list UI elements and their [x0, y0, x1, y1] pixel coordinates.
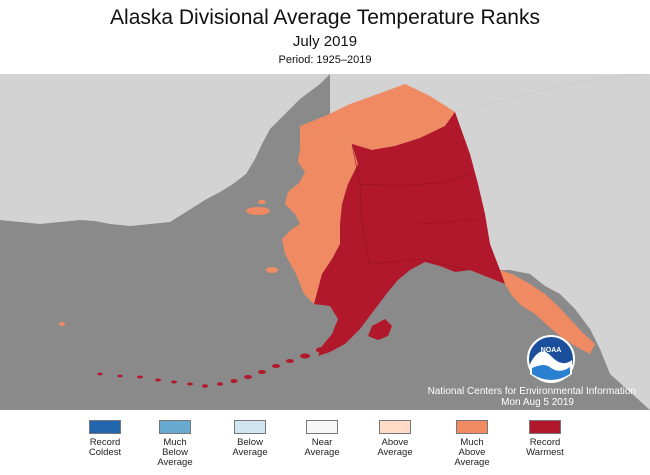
- legend-swatch: [89, 420, 121, 434]
- legend-swatch: [234, 420, 266, 434]
- legend-item-above: Above Average: [355, 420, 435, 458]
- credit-date: Mon Aug 5 2019: [501, 397, 574, 408]
- legend-swatch: [529, 420, 561, 434]
- legend-label: Record Coldest: [88, 437, 122, 458]
- legend-swatch: [379, 420, 411, 434]
- credit-organization: National Centers for Environmental Infor…: [427, 386, 636, 397]
- legend: Record Coldest Much Below Average Below …: [0, 420, 650, 475]
- period-label: Period: 1925–2019: [278, 54, 372, 66]
- division-southeast-panhandle: [500, 270, 595, 354]
- division-interior: [314, 112, 505, 356]
- credit-block: National Centers for Environmental Infor…: [428, 386, 636, 408]
- alaska-rank-map: NOAA: [0, 74, 650, 410]
- legend-label: Much Above Average: [454, 437, 490, 468]
- legend-swatch: [159, 420, 191, 434]
- legend-swatch: [306, 420, 338, 434]
- division-west-coast: [282, 126, 358, 304]
- legend-item-below: Below Average: [210, 420, 290, 458]
- division-boundaries: [351, 143, 481, 271]
- legend-label: Above Average: [377, 437, 413, 458]
- legend-label: Below Average: [232, 437, 268, 458]
- aleutian-islands: [97, 347, 328, 388]
- legend-item-much-above: Much Above Average: [432, 420, 512, 468]
- legend-swatch: [456, 420, 488, 434]
- legend-item-near: Near Average: [282, 420, 362, 458]
- legend-label: Much Below Average: [157, 437, 193, 468]
- russia-peninsula: [0, 74, 120, 164]
- legend-label: Near Average: [304, 437, 340, 458]
- map-subtitle: July 2019: [292, 33, 358, 50]
- legend-item-record-coldest: Record Coldest: [65, 420, 145, 458]
- bering-islands: [59, 200, 278, 326]
- legend-item-record-warmest: Record Warmest: [505, 420, 585, 458]
- noaa-logo-text: NOAA: [541, 347, 562, 354]
- legend-label: Record Warmest: [526, 437, 564, 458]
- map-title: Alaska Divisional Average Temperature Ra…: [110, 6, 540, 29]
- division-north-slope: [300, 84, 455, 150]
- legend-item-much-below: Much Below Average: [135, 420, 215, 468]
- kodiak-island: [368, 319, 392, 340]
- noaa-logo: NOAA: [527, 335, 575, 383]
- canada-landmass: [455, 74, 650, 410]
